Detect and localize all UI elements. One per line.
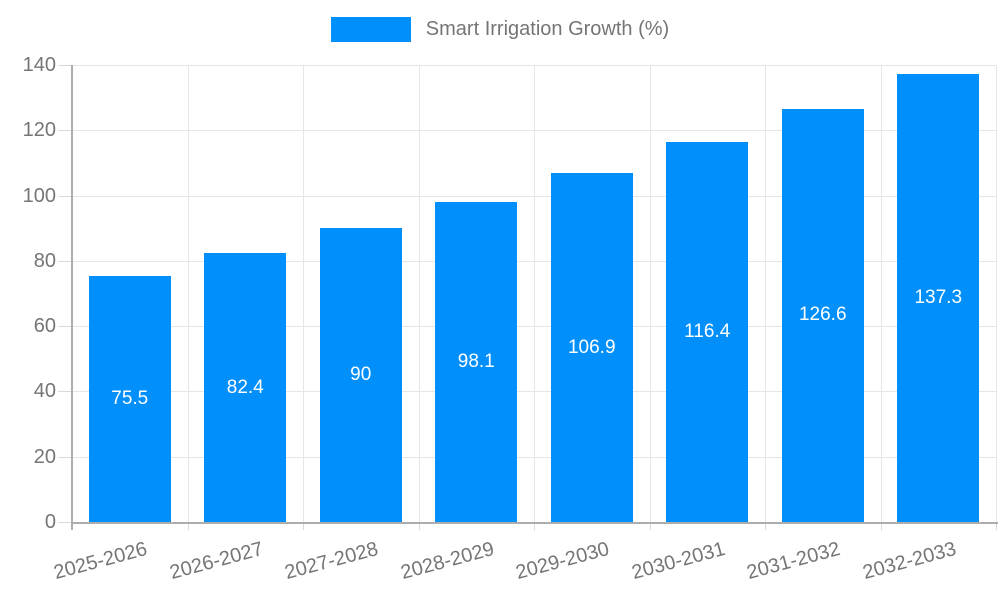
gridline-vertical bbox=[534, 65, 535, 522]
y-axis-tick bbox=[58, 456, 72, 458]
x-axis-tick bbox=[534, 522, 535, 530]
y-axis-label: 140 bbox=[22, 54, 56, 76]
x-axis-tick bbox=[649, 522, 651, 530]
bar-value-label: 137.3 bbox=[914, 286, 963, 308]
gridline-vertical bbox=[187, 65, 189, 522]
y-axis-line bbox=[71, 65, 73, 530]
x-axis-label: 2025-2026 bbox=[51, 537, 150, 584]
bar-value-label: 98.1 bbox=[457, 350, 495, 372]
bar: 126.6 bbox=[781, 108, 864, 522]
bar: 82.4 bbox=[204, 253, 287, 522]
y-axis-label: 0 bbox=[44, 511, 56, 533]
bar-value-label: 75.5 bbox=[111, 387, 149, 409]
y-axis-label: 20 bbox=[33, 445, 56, 468]
legend-swatch bbox=[330, 17, 411, 42]
x-axis-label: 2031-2032 bbox=[744, 537, 843, 584]
y-axis-tick bbox=[58, 260, 72, 262]
bar: 137.3 bbox=[897, 73, 980, 522]
gridline-vertical bbox=[418, 65, 420, 522]
y-axis-tick bbox=[58, 326, 72, 328]
gridline-vertical bbox=[765, 65, 766, 522]
chart-legend[interactable]: Smart Irrigation Growth (%) bbox=[0, 17, 1000, 42]
x-axis-label: 2029-2030 bbox=[513, 537, 612, 584]
x-axis-tick bbox=[187, 522, 189, 530]
gridline-vertical bbox=[303, 65, 304, 522]
x-axis-label: 2030-2031 bbox=[629, 537, 728, 584]
gridline-vertical bbox=[880, 65, 882, 522]
bar-value-label: 90 bbox=[350, 364, 372, 386]
x-axis-label: 2026-2027 bbox=[167, 537, 266, 584]
y-axis-label: 80 bbox=[33, 249, 56, 272]
bar-value-label: 106.9 bbox=[567, 336, 616, 358]
y-axis-label: 120 bbox=[22, 119, 56, 142]
y-axis-label: 100 bbox=[22, 184, 56, 207]
x-axis-label: 2027-2028 bbox=[282, 537, 381, 584]
x-axis-label: 2028-2029 bbox=[398, 537, 497, 584]
bar-value-label: 126.6 bbox=[798, 304, 847, 326]
y-axis-tick bbox=[58, 65, 72, 66]
bar: 98.1 bbox=[435, 201, 518, 522]
x-axis-tick bbox=[418, 522, 420, 530]
bar: 106.9 bbox=[550, 173, 633, 522]
y-axis-tick bbox=[58, 391, 72, 393]
x-axis-line bbox=[72, 522, 998, 524]
bar: 75.5 bbox=[88, 275, 171, 522]
bar: 116.4 bbox=[666, 142, 749, 522]
x-axis-tick bbox=[880, 522, 882, 530]
gridline-vertical bbox=[996, 65, 997, 522]
x-axis-tick bbox=[996, 522, 997, 530]
y-axis-label: 40 bbox=[33, 380, 56, 403]
bar-value-label: 82.4 bbox=[226, 376, 264, 398]
y-axis-tick bbox=[58, 130, 72, 132]
bar-value-label: 116.4 bbox=[684, 321, 731, 342]
y-axis-tick bbox=[58, 522, 72, 523]
legend-label: Smart Irrigation Growth (%) bbox=[425, 18, 670, 40]
x-axis-tick bbox=[303, 522, 304, 530]
y-axis-tick bbox=[58, 195, 72, 197]
gridline-vertical bbox=[649, 65, 651, 522]
y-axis-label: 60 bbox=[33, 315, 56, 338]
x-axis-tick bbox=[765, 522, 766, 530]
bar: 90 bbox=[319, 228, 402, 522]
x-axis-label: 2032-2033 bbox=[860, 537, 959, 584]
